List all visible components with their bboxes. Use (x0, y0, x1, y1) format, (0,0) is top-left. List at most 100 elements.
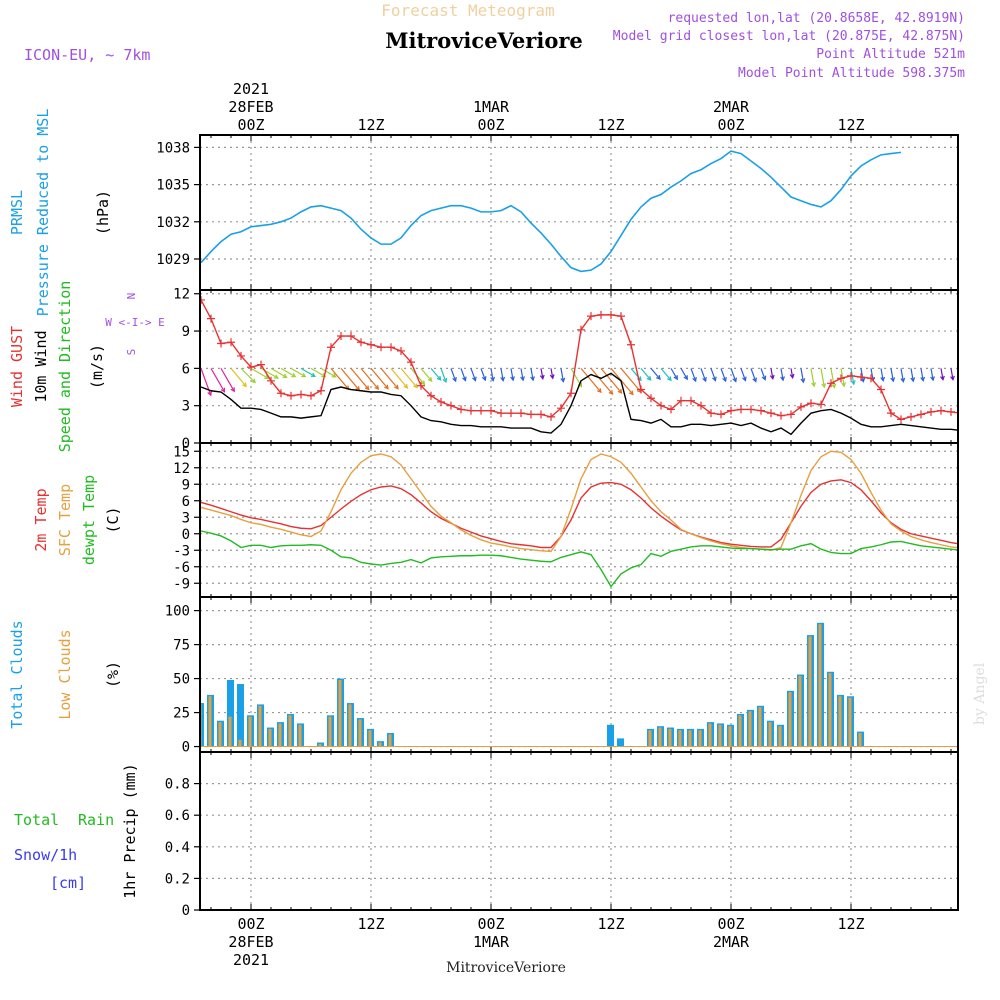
plot-area (200, 622, 958, 748)
y-tick-label: 1035 (156, 178, 190, 194)
panel-labels: 2m Temp SFC Temp dewpt Temp (C) (32, 475, 122, 565)
gust-marker (357, 338, 365, 347)
low-cloud-bar (238, 739, 242, 747)
wind-arrow-head (702, 377, 707, 383)
gust-marker (347, 332, 355, 341)
low-cloud-bar (358, 719, 362, 747)
time-label-top: 28FEB (228, 98, 273, 116)
gust-marker (287, 391, 295, 400)
wind-arrow-head (520, 376, 525, 382)
wind-arrow (590, 367, 613, 395)
wind-arrow (650, 367, 661, 380)
gust-marker (247, 363, 255, 372)
gust-marker (937, 406, 945, 415)
wind-arrow-head (821, 383, 827, 389)
wind-arrow (961, 368, 963, 379)
wind-arrow-head (712, 376, 717, 382)
wind-arrow-head (752, 377, 757, 383)
wind-arrow (920, 368, 924, 381)
low-cloud-bar (218, 722, 222, 747)
wind-arrow-head (656, 375, 661, 381)
wind-arrow (660, 367, 672, 381)
panel-wind: 0 3 6 9 12 Wind GUST 10m Wind Speed and Directi… (8, 281, 963, 452)
y-tick-label: 0.4 (165, 840, 190, 856)
low-cloud-bar (298, 724, 302, 747)
wind-arrow (700, 368, 707, 382)
y-tick-label: 0.8 (165, 777, 190, 793)
wind-arrow-head (841, 382, 846, 388)
wind-arrow-head (510, 376, 515, 382)
wind-arrow (930, 368, 934, 381)
wind-arrow-head (539, 374, 545, 380)
y-tick-label: 6 (182, 494, 190, 510)
low-cloud-bar (228, 716, 232, 747)
gust-marker (547, 412, 555, 421)
y-tick-label: 1032 (156, 215, 190, 231)
total-cloud-bar (227, 679, 234, 747)
closest-coords: Model grid closest lon,lat (20.875E, 42.… (613, 29, 965, 44)
time-label-bottom: 2MAR (713, 933, 750, 951)
y-tick-label: 12 (173, 461, 190, 477)
wind-arrow (910, 368, 914, 382)
gust-marker (617, 312, 625, 321)
y-tick-label: 0 (182, 527, 190, 543)
wind-arrow-head (301, 372, 307, 378)
precip-label-rain: Rain (78, 811, 114, 829)
wind-arrow (300, 367, 316, 377)
y-tick-label: 75 (173, 638, 190, 654)
wind-arrow (240, 367, 256, 383)
wind-arrow (710, 368, 717, 381)
low-cloud-bar (328, 716, 332, 747)
y-tick-label: -6 (173, 560, 190, 576)
total-cloud-bar (200, 703, 204, 747)
wind-arrow (820, 368, 825, 388)
wind-arrow (620, 367, 642, 393)
wind-arrow (740, 368, 747, 381)
panel-label: Total Clouds (8, 620, 26, 728)
wind-arrow-head (427, 376, 433, 382)
gust-marker (827, 379, 835, 388)
wind-arrow-head (420, 380, 426, 386)
wind-arrow-head (722, 377, 727, 383)
wind-arrow (880, 368, 884, 381)
panel-frame (199, 751, 959, 911)
gust-marker (877, 385, 885, 394)
wind-arrow (860, 368, 864, 382)
panel-label: dewpt Temp (80, 475, 98, 565)
wind-arrow (780, 368, 784, 381)
wind-arrow (810, 368, 815, 387)
gust-marker (407, 358, 415, 367)
time-label-bottom: 12Z (837, 915, 864, 933)
gust-marker (277, 389, 285, 398)
wind-arrow (750, 368, 757, 382)
time-label-top: 2MAR (713, 98, 750, 116)
footer-station: MitroviceVeriore (446, 960, 566, 976)
wind-arrow-head (273, 374, 279, 379)
y-tick-label: 3 (182, 399, 190, 415)
panel-frame (199, 289, 959, 444)
low-cloud-bar (658, 727, 662, 747)
gust-marker (807, 399, 815, 408)
gust-marker (647, 394, 655, 403)
wind-arrow (310, 367, 326, 378)
time-label-top: 00Z (477, 116, 504, 134)
gust-marker (747, 405, 755, 414)
wind-arrow-head (890, 377, 896, 383)
gust-marker (517, 409, 525, 418)
temp-2m-line (200, 479, 958, 549)
time-label-top: 2021 (233, 80, 269, 98)
low-cloud-bar (688, 730, 692, 747)
gust-marker (297, 390, 305, 399)
wind-arrow-head (667, 376, 672, 382)
wind-arrow-head (780, 376, 785, 382)
gust-marker (377, 343, 385, 352)
wind-arrow (670, 368, 678, 380)
gust-marker (557, 404, 565, 413)
gust-marker (797, 402, 805, 411)
wind-arrow (340, 367, 360, 391)
low-cloud-bar (258, 705, 262, 747)
panel-label: 10m Wind (32, 330, 50, 402)
wind-arrow (440, 368, 447, 383)
wind-speed-line (200, 372, 958, 436)
